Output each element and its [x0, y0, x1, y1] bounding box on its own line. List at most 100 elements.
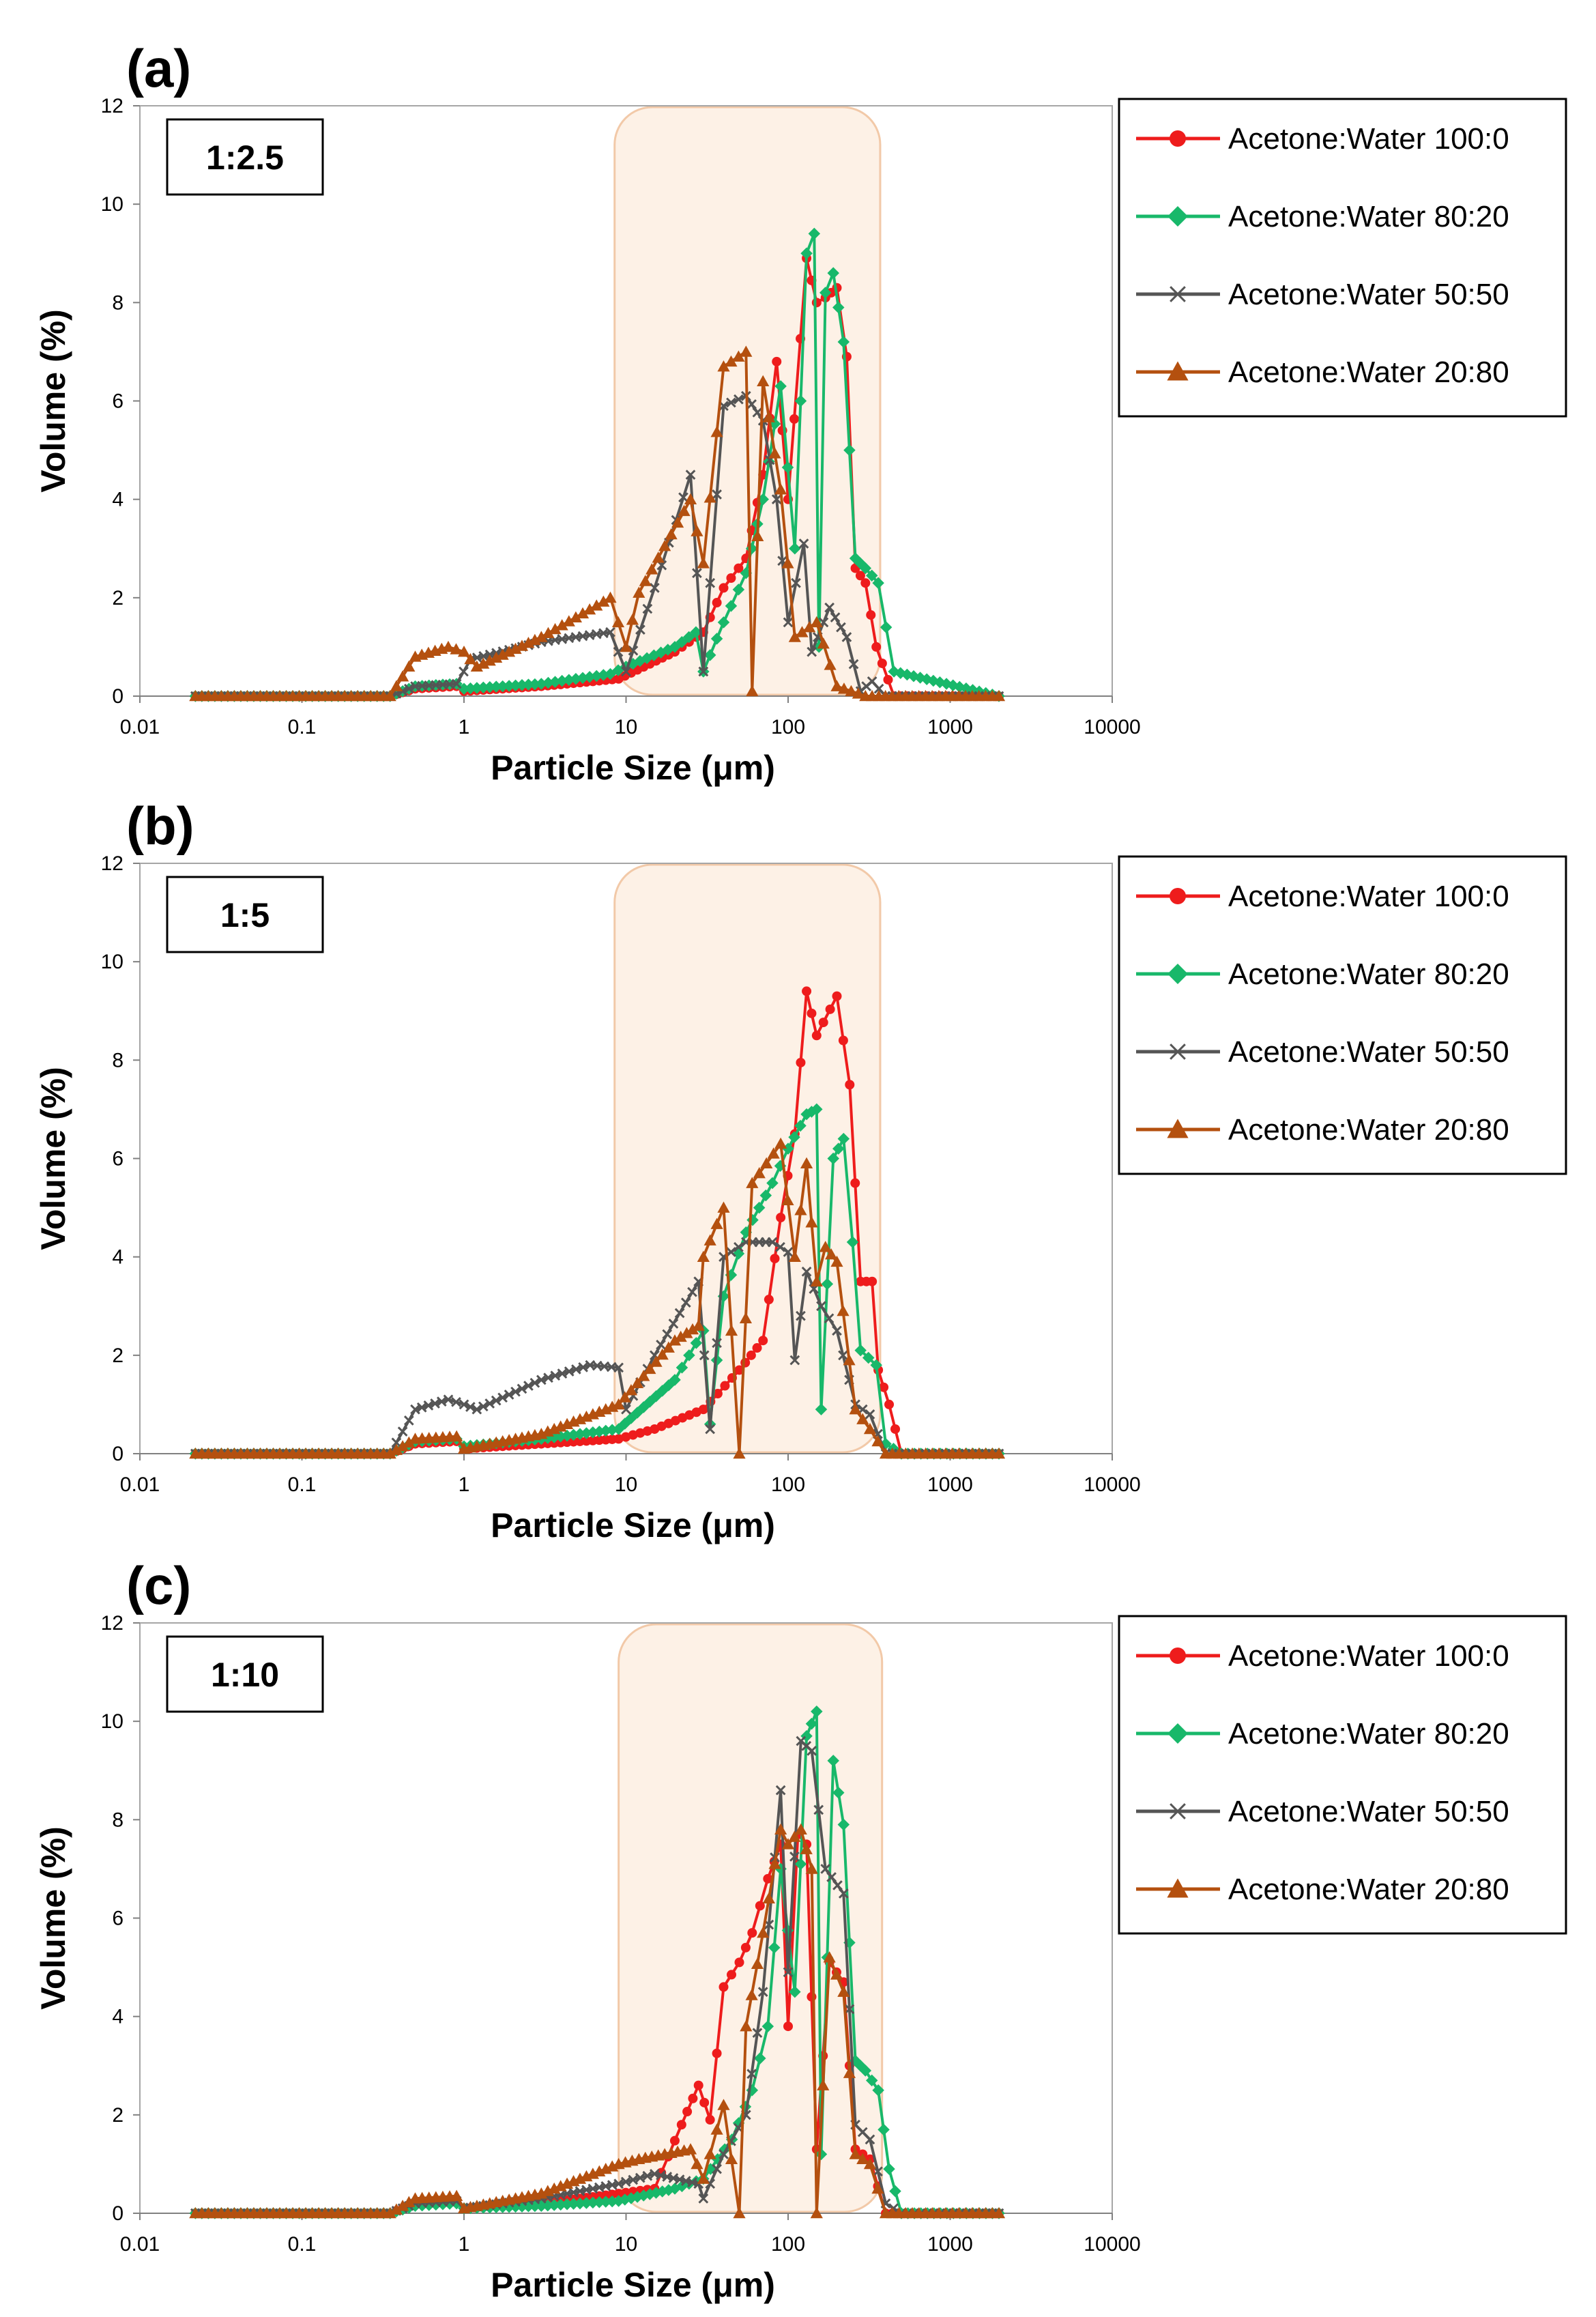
y-tick-label: 8	[112, 1809, 124, 1831]
data-point	[606, 2195, 618, 2208]
data-point	[684, 493, 697, 504]
data-point	[760, 1157, 773, 1168]
data-point	[403, 660, 416, 672]
data-point	[856, 2153, 869, 2164]
data-point	[746, 2069, 757, 2079]
data-point	[687, 1286, 697, 1297]
data-point	[796, 1057, 806, 1067]
data-point	[698, 1405, 708, 1415]
data-point	[877, 2123, 890, 2136]
data-point	[863, 1422, 877, 1435]
data-point	[872, 2084, 884, 2097]
data-point	[794, 1119, 807, 1132]
data-point	[734, 563, 744, 573]
data-point	[383, 1447, 396, 1459]
data-point	[624, 1383, 638, 1396]
data-point	[848, 659, 859, 670]
data-point	[593, 2196, 606, 2208]
data-point	[497, 1392, 508, 1403]
data-point	[846, 1236, 859, 1248]
data-point	[613, 1362, 624, 1373]
data-point	[825, 1004, 835, 1014]
data-point	[515, 639, 529, 651]
data-point	[832, 1325, 842, 1336]
data-point	[992, 1447, 1006, 1459]
data-point	[734, 1241, 744, 1252]
data-point	[503, 680, 515, 692]
data-point	[850, 1178, 860, 1188]
data-point	[843, 2067, 856, 2078]
data-point	[703, 2148, 716, 2159]
highlight-region	[618, 1623, 884, 2213]
data-point	[755, 1901, 765, 1911]
data-point	[762, 1892, 775, 1903]
data-point	[620, 640, 633, 652]
data-point	[733, 2206, 746, 2219]
data-point	[668, 1334, 682, 1346]
data-point	[451, 678, 462, 689]
data-point	[827, 267, 839, 279]
data-point	[832, 1142, 845, 1155]
data-point	[470, 660, 483, 672]
data-point	[805, 1718, 818, 1730]
data-point	[390, 2203, 403, 2215]
data-point	[832, 1880, 843, 1890]
data-point	[642, 2170, 653, 2181]
data-point	[789, 543, 801, 555]
data-point	[877, 658, 887, 668]
data-point	[770, 1254, 780, 1264]
data-point	[805, 1862, 818, 1874]
data-point	[658, 540, 671, 551]
data-point	[732, 350, 745, 362]
data-point	[656, 1340, 666, 1350]
data-point	[813, 1804, 824, 1815]
data-point	[697, 1250, 710, 1262]
data-point	[811, 298, 822, 308]
data-point	[751, 1957, 764, 1970]
data-point	[734, 394, 744, 405]
data-point	[752, 407, 763, 418]
y-tick-label: 0	[112, 685, 124, 708]
data-point	[630, 1377, 644, 1388]
panel-label: (c)	[126, 1555, 191, 1615]
data-point	[807, 646, 817, 657]
data-point	[703, 649, 716, 661]
data-point	[832, 1786, 845, 1799]
data-point	[562, 615, 575, 627]
data-point	[662, 1341, 675, 1353]
data-point	[443, 1394, 454, 1405]
data-point	[821, 1278, 834, 1291]
legend-marker	[1170, 1803, 1186, 1819]
data-point	[478, 1401, 489, 1412]
data-point	[774, 380, 787, 392]
data-point	[642, 1426, 652, 1436]
data-point	[865, 2134, 875, 2145]
chart-panel-3: (c) 0 2 4 6 8 10 12 0.01 0.1 1 10 100 1000 10000 Partic…	[34, 1555, 1567, 2304]
x-tick-label: 1000	[927, 2233, 973, 2256]
x-tick-label: 1000	[927, 1473, 973, 1496]
x-tick-label: 100	[771, 716, 805, 738]
data-point	[841, 632, 852, 642]
x-tick-label: 10	[615, 1473, 637, 1496]
data-point	[451, 1396, 461, 1407]
data-point	[801, 1266, 812, 1277]
data-point	[734, 1365, 744, 1375]
x-tick-label: 1	[459, 716, 470, 738]
data-point	[597, 595, 610, 607]
data-point	[550, 1370, 561, 1381]
data-point	[693, 2080, 703, 2090]
data-point	[866, 610, 876, 620]
data-point	[690, 1337, 703, 1349]
data-point	[604, 591, 617, 603]
data-point	[726, 573, 736, 583]
data-point	[705, 577, 716, 588]
data-point	[767, 1147, 780, 1159]
data-point	[775, 1241, 785, 1252]
data-point	[642, 603, 653, 614]
data-point	[650, 1355, 663, 1367]
data-point	[705, 2115, 715, 2125]
data-point	[825, 1248, 838, 1260]
y-tick-label: 6	[112, 1148, 124, 1170]
legend	[1118, 98, 1567, 418]
data-point	[807, 1008, 817, 1018]
